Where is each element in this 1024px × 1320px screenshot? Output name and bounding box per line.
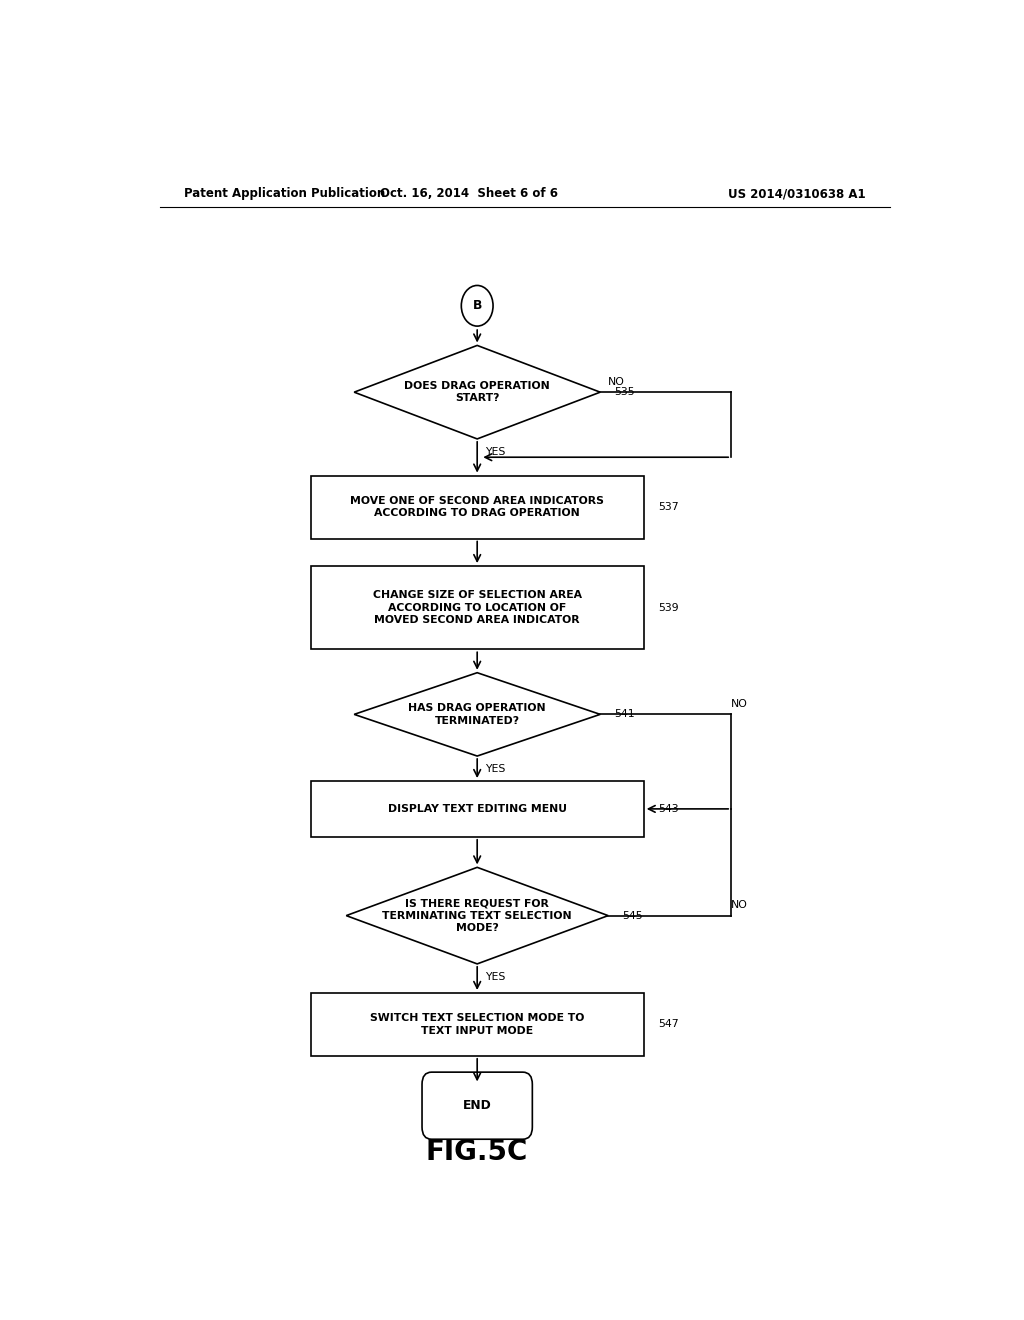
FancyBboxPatch shape <box>310 475 644 539</box>
Text: MOVE ONE OF SECOND AREA INDICATORS
ACCORDING TO DRAG OPERATION: MOVE ONE OF SECOND AREA INDICATORS ACCOR… <box>350 496 604 519</box>
Text: Patent Application Publication: Patent Application Publication <box>183 187 385 201</box>
FancyBboxPatch shape <box>310 566 644 649</box>
Text: US 2014/0310638 A1: US 2014/0310638 A1 <box>728 187 866 201</box>
Text: NO: NO <box>731 700 748 709</box>
Text: B: B <box>472 300 482 313</box>
Text: SWITCH TEXT SELECTION MODE TO
TEXT INPUT MODE: SWITCH TEXT SELECTION MODE TO TEXT INPUT… <box>370 1014 585 1036</box>
FancyBboxPatch shape <box>310 993 644 1056</box>
Text: 535: 535 <box>614 387 635 397</box>
Text: 539: 539 <box>658 603 679 612</box>
Text: DOES DRAG OPERATION
START?: DOES DRAG OPERATION START? <box>404 381 550 404</box>
Text: CHANGE SIZE OF SELECTION AREA
ACCORDING TO LOCATION OF
MOVED SECOND AREA INDICAT: CHANGE SIZE OF SELECTION AREA ACCORDING … <box>373 590 582 626</box>
Text: Oct. 16, 2014  Sheet 6 of 6: Oct. 16, 2014 Sheet 6 of 6 <box>380 187 558 201</box>
Text: NO: NO <box>731 900 748 911</box>
Text: 541: 541 <box>614 709 635 719</box>
Text: 537: 537 <box>658 502 679 512</box>
Text: 547: 547 <box>658 1019 679 1030</box>
Text: YES: YES <box>485 972 506 982</box>
Text: IS THERE REQUEST FOR
TERMINATING TEXT SELECTION
MODE?: IS THERE REQUEST FOR TERMINATING TEXT SE… <box>382 898 572 933</box>
Text: 543: 543 <box>658 804 679 814</box>
Text: END: END <box>463 1100 492 1113</box>
Text: YES: YES <box>485 764 506 774</box>
Text: 545: 545 <box>623 911 643 920</box>
Text: YES: YES <box>485 447 506 457</box>
FancyBboxPatch shape <box>422 1072 532 1139</box>
FancyBboxPatch shape <box>310 781 644 837</box>
Text: FIG.5C: FIG.5C <box>426 1138 528 1167</box>
Text: NO: NO <box>608 378 625 387</box>
Text: HAS DRAG OPERATION
TERMINATED?: HAS DRAG OPERATION TERMINATED? <box>409 704 546 726</box>
Text: DISPLAY TEXT EDITING MENU: DISPLAY TEXT EDITING MENU <box>388 804 566 814</box>
